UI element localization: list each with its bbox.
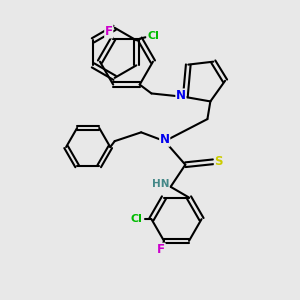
Text: F: F [105, 25, 113, 38]
Text: Cl: Cl [131, 214, 143, 224]
Text: N: N [176, 89, 186, 102]
Text: Cl: Cl [147, 31, 159, 41]
Text: N: N [160, 133, 170, 146]
Text: HN: HN [152, 179, 169, 189]
Text: S: S [214, 155, 223, 168]
Text: F: F [157, 243, 165, 256]
